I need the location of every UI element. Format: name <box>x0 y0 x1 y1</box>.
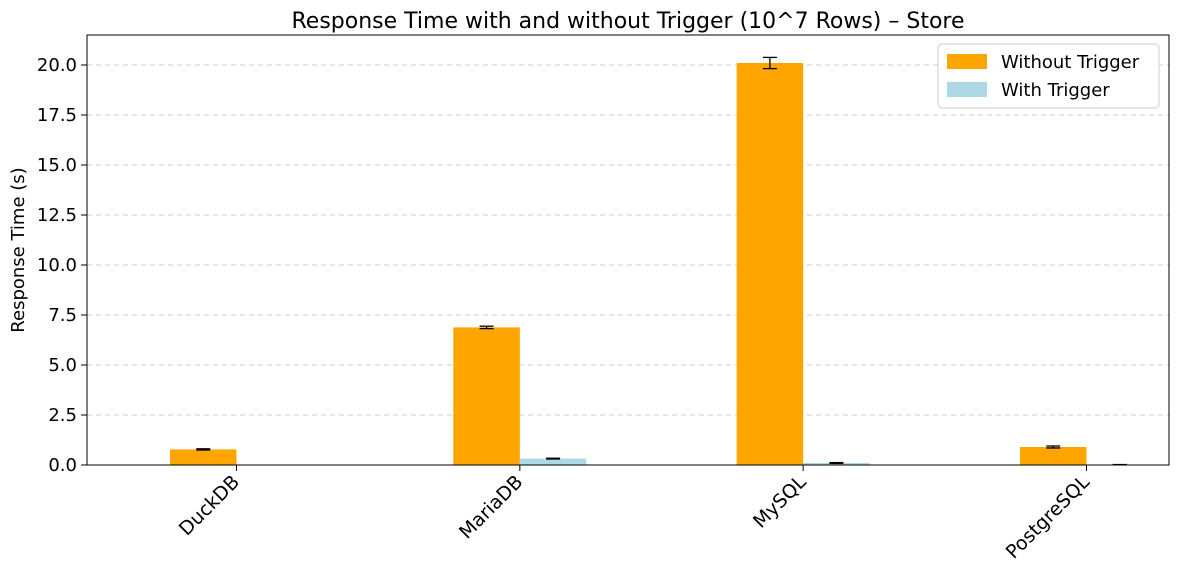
bar-without-trigger <box>170 449 237 465</box>
chart-title: Response Time with and without Trigger (… <box>291 9 964 34</box>
y-tick-label: 17.5 <box>37 105 77 126</box>
bar-without-trigger <box>737 63 804 465</box>
y-tick-label: 5.0 <box>48 355 77 376</box>
x-tick-label: PostgreSQL <box>1002 471 1095 564</box>
y-tick-label: 15.0 <box>37 155 77 176</box>
y-tick-label: 0.0 <box>48 455 77 476</box>
grid-lines <box>87 65 1169 415</box>
y-axis-label: Response Time (s) <box>8 167 29 332</box>
y-tick-label: 7.5 <box>48 305 77 326</box>
x-tick-label: MySQL <box>749 471 811 533</box>
legend-swatch <box>947 82 987 97</box>
y-tick-label: 12.5 <box>37 205 77 226</box>
bars <box>170 63 1153 465</box>
x-tick-label: MariaDB <box>455 471 527 543</box>
y-tick-label: 20.0 <box>37 55 77 76</box>
legend-label: Without Trigger <box>1001 52 1140 73</box>
bar-without-trigger <box>1020 447 1087 465</box>
legend-label: With Trigger <box>1001 80 1110 101</box>
y-tick-label: 10.0 <box>37 255 77 276</box>
x-axis: DuckDB MariaDB MySQL PostgreSQL <box>175 465 1094 563</box>
x-tick-label: DuckDB <box>175 471 244 540</box>
legend: Without Trigger With Trigger <box>938 44 1159 108</box>
bar-without-trigger <box>453 327 519 465</box>
error-bars <box>196 57 1126 464</box>
y-axis: 0.0 2.5 5.0 7.5 10.0 12.5 15.0 17.5 20.0 <box>37 55 87 476</box>
legend-swatch <box>947 54 987 69</box>
y-tick-label: 2.5 <box>48 405 77 426</box>
